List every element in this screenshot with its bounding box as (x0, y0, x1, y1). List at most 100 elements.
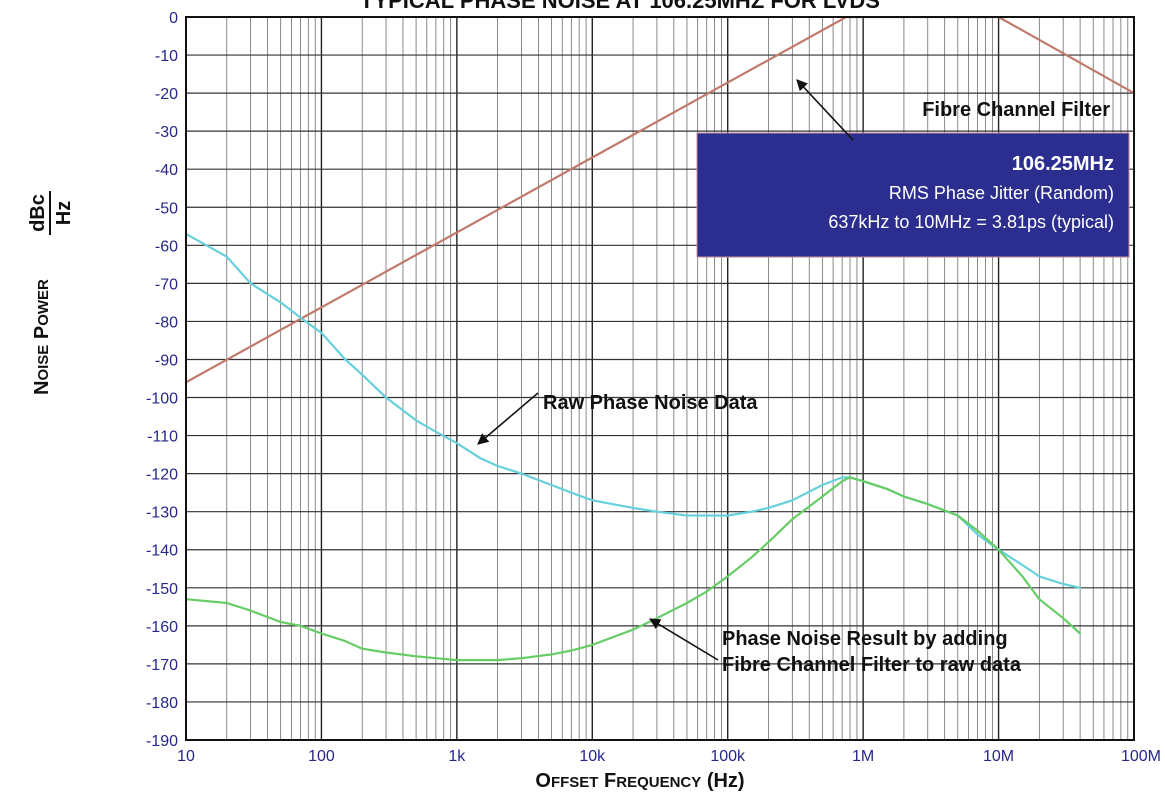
series-point (320, 632, 323, 635)
y-tick-label: -120 (146, 467, 178, 484)
series-line-1 (186, 17, 1134, 384)
series-point (997, 548, 1000, 551)
x-tick-label: 1k (448, 748, 466, 765)
y-tick-label: -110 (147, 429, 178, 446)
series-point (344, 640, 347, 642)
series-point (550, 484, 553, 486)
series-point (841, 480, 844, 483)
arrow-fibre-filter (796, 79, 854, 141)
y-tick-label: -150 (146, 581, 178, 598)
series-point (1021, 564, 1024, 566)
series-point (1062, 617, 1065, 620)
series-point (456, 442, 458, 445)
series-point (1021, 575, 1024, 578)
plot-frame (185, 16, 1135, 741)
series-point (520, 657, 523, 660)
series-point (479, 457, 482, 460)
y-tick-label: -40 (155, 162, 178, 179)
series-point (705, 590, 708, 593)
series-point (570, 649, 573, 652)
series-point (656, 510, 658, 513)
annotation-raw-data: Raw Phase Noise Data (543, 392, 758, 414)
series-point (496, 465, 499, 467)
series-point (550, 653, 553, 656)
chart-title: TYPICAL PHASE NOISE AT 106.25MHZ FOR LVD… (360, 0, 880, 13)
series-point (1079, 632, 1081, 635)
series-point (225, 602, 228, 604)
series-point (976, 529, 979, 532)
annotation-result-line2: Fibre Channel Filter to raw data (722, 654, 1022, 676)
series-point (767, 507, 770, 509)
series-point (903, 495, 905, 498)
y-tick-label: -90 (155, 352, 178, 369)
y-tick-label: -60 (155, 238, 178, 255)
series-point (886, 488, 888, 490)
y-tick-label: -140 (146, 543, 178, 560)
y-tick-label: -180 (146, 695, 178, 712)
y-tick-label: -30 (155, 124, 178, 141)
x-tick-labels: 10 100 1k 10k 100k 1M 10M 100M (177, 748, 1161, 765)
series-point (956, 514, 959, 517)
series-point (767, 541, 770, 543)
series-point (249, 282, 252, 285)
y-tick-label: -130 (146, 505, 178, 522)
series-point (1038, 598, 1041, 601)
x-tick-label: 100 (308, 748, 335, 765)
y-tick-label: -80 (155, 314, 178, 331)
series-point (385, 396, 387, 399)
series-point (821, 484, 824, 486)
series-point (849, 476, 851, 479)
series-point (279, 621, 282, 623)
series-point (320, 331, 323, 334)
y-unit-numerator: dBc (27, 194, 49, 232)
series-point (791, 518, 794, 521)
series-point (591, 499, 594, 502)
series-point (456, 659, 458, 661)
y-tick-label: -170 (146, 657, 178, 674)
info-box-background (696, 132, 1130, 258)
x-tick-label: 1M (852, 748, 874, 765)
series-point (726, 514, 729, 517)
svg-text:NOISE POWER: NOISE POWER (31, 279, 53, 395)
x-tick-label: 10k (579, 748, 606, 765)
series-point (821, 495, 824, 498)
series-point (415, 419, 417, 422)
series-point (299, 624, 302, 627)
series-point (344, 358, 347, 361)
arrow-result (649, 618, 719, 661)
y-tick-labels: 0 -10 -20 -30 -40 -50 -60 -70 -80 -90 -100 -110 -120… (146, 10, 178, 750)
series-point (632, 628, 634, 631)
series-point (385, 651, 387, 654)
series-point (496, 659, 499, 661)
annotation-fibre-filter: Fibre Channel Filter (922, 99, 1110, 121)
series-point (1038, 575, 1041, 578)
series-point (750, 510, 753, 513)
jitter-info-box: 106.25MHz RMS Phase Jitter (Random) 637k… (696, 132, 1130, 258)
series-point (632, 507, 634, 509)
x-tick-label: 100M (1121, 748, 1161, 765)
info-box-frequency: 106.25MHz (1012, 153, 1114, 175)
x-tick-label: 10 (177, 748, 195, 765)
x-tick-label: 10M (983, 748, 1014, 765)
y-tick-label: 0 (169, 10, 178, 27)
y-tick-label: -70 (155, 276, 178, 293)
series-layer (186, 17, 1134, 662)
y-axis-label: NOISE POWER dBc Hz (27, 191, 75, 395)
series-point (976, 533, 979, 536)
series-point (435, 430, 437, 433)
series-point (926, 503, 929, 505)
series-point (862, 480, 864, 483)
y-tick-label: -50 (155, 200, 178, 217)
series-point (520, 472, 523, 475)
series-point (656, 617, 658, 620)
series-point (791, 499, 794, 502)
series-line-3 (186, 476, 1081, 662)
annotation-result-line1: Phase Noise Result by adding (722, 628, 1008, 650)
x-axis-label: OFFSET FREQUENCY (Hz) (535, 770, 744, 792)
series-point (1062, 583, 1065, 585)
series-point (726, 575, 729, 578)
series-point (705, 514, 708, 517)
series-point (570, 491, 573, 494)
y-tick-label: -20 (155, 86, 178, 103)
